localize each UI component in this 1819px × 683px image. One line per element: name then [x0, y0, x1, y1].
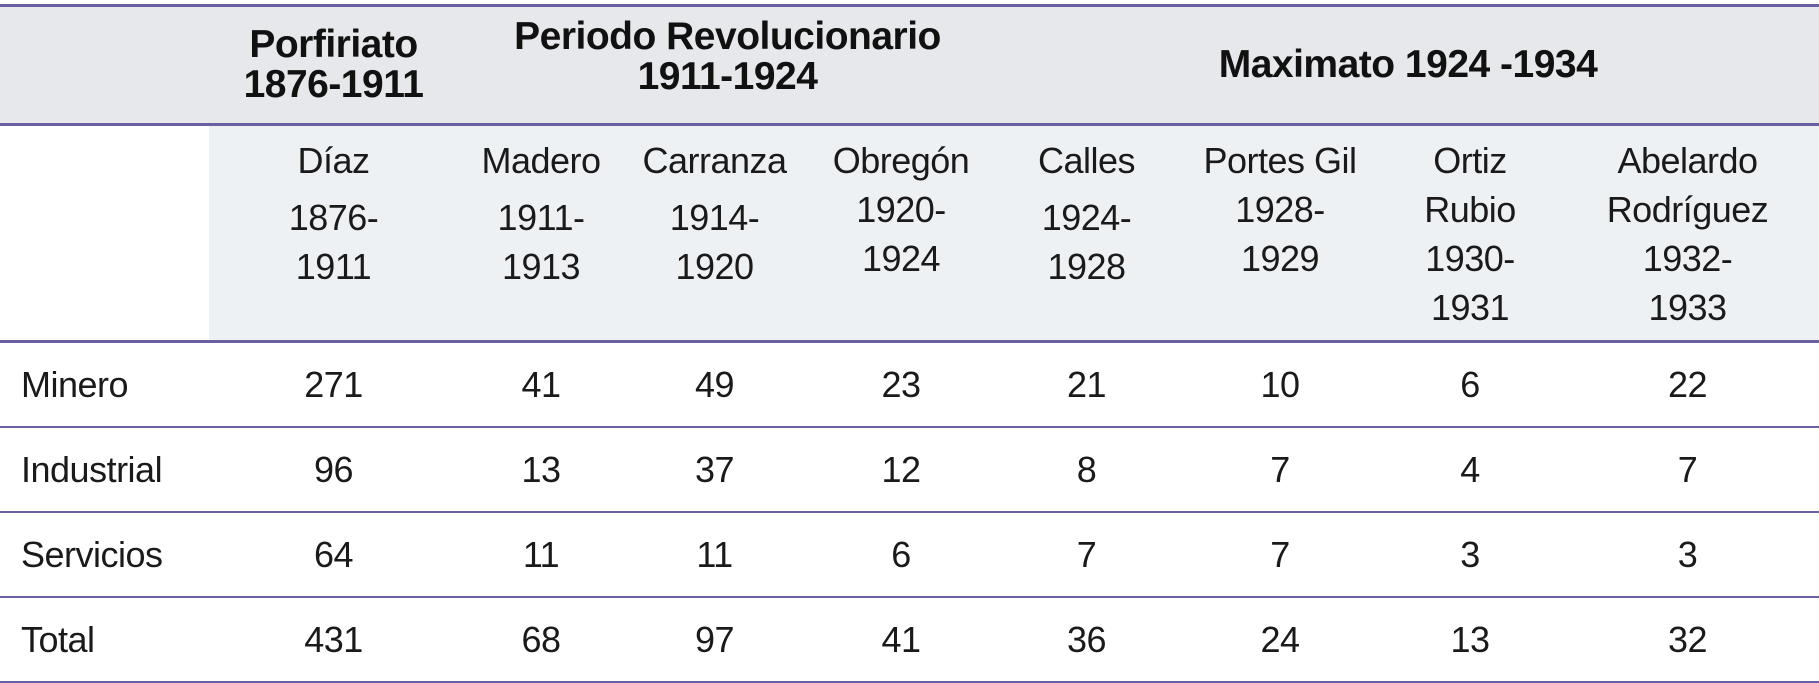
president-years: 1924	[861, 238, 941, 279]
president-header-cell: Abelardo Rodríguez 1932- 1933	[1556, 124, 1819, 342]
president-years: 1929	[1240, 238, 1320, 279]
table-row: Servicios 64 11 11 6 7 7 3 3	[0, 512, 1819, 598]
table-cell: 64	[209, 512, 458, 598]
table-cell: 8	[997, 427, 1176, 513]
president-years: 1930-	[1425, 238, 1515, 279]
president-years: 1914-	[669, 197, 760, 238]
table-cell: 431	[209, 597, 458, 683]
president-years: 1933	[1648, 287, 1727, 328]
table-cell: 24	[1176, 597, 1384, 683]
group-title: Porfiriato	[249, 23, 418, 66]
group-title: Periodo Revolucionario	[514, 15, 941, 58]
president-years: 1931	[1430, 287, 1510, 328]
president-name: Rodríguez	[1606, 189, 1769, 230]
table-cell: 12	[805, 427, 997, 513]
group-header-porfiriato: Porfiriato 1876-1911	[209, 4, 458, 126]
table-cell: 21	[997, 341, 1176, 428]
president-name: Abelardo	[1617, 140, 1758, 181]
table-cell: 4	[1384, 427, 1556, 513]
president-header-cell: Carranza 1914- 1920	[624, 124, 805, 342]
empty-label-cell	[0, 125, 209, 342]
group-header-revolucionario: Periodo Revolucionario 1911-1924	[458, 4, 997, 126]
table-cell: 23	[805, 341, 997, 428]
president-years: 1911-	[497, 197, 585, 238]
president-header-cell: Madero 1911- 1913	[458, 124, 624, 342]
group-years: 1876-1911	[243, 63, 424, 106]
president-name: Madero	[481, 140, 601, 181]
president-header-cell: Calles 1924- 1928	[997, 124, 1176, 342]
table-cell: 7	[997, 512, 1176, 598]
president-years: 1928-	[1235, 189, 1325, 230]
table-cell: 3	[1384, 512, 1556, 598]
table-cell: 37	[624, 427, 805, 513]
table-row: Industrial 96 13 37 12 8 7 4 7	[0, 427, 1819, 513]
president-header-row: Díaz 1876- 1911 Madero 1911- 1913 Carranza 1914…	[0, 124, 1819, 342]
table-cell: 96	[209, 427, 458, 513]
president-name: Rubio	[1424, 189, 1516, 230]
group-title: Maximato 1924 -1934	[1218, 43, 1598, 86]
president-header-cell: Portes Gil 1928- 1929	[1176, 124, 1384, 342]
data-table: Porfiriato 1876-1911 Periodo Revoluciona…	[0, 4, 1819, 683]
table-cell: 41	[458, 341, 624, 428]
table-cell: 97	[624, 597, 805, 683]
president-name: Díaz	[297, 140, 370, 181]
president-years: 1913	[501, 246, 581, 287]
president-years: 1920	[675, 246, 754, 287]
table-cell: 22	[1556, 341, 1819, 428]
row-label: Minero	[0, 341, 209, 428]
president-years: 1920-	[856, 189, 946, 230]
table-cell: 32	[1556, 597, 1819, 683]
president-name: Ortiz	[1433, 140, 1507, 181]
table-cell: 13	[1384, 597, 1556, 683]
president-name: Calles	[1037, 140, 1136, 181]
president-years: 1932-	[1642, 238, 1733, 279]
corner-cell	[0, 4, 209, 126]
group-header-row: Porfiriato 1876-1911 Periodo Revoluciona…	[0, 4, 1819, 126]
table-cell: 41	[805, 597, 997, 683]
table-cell: 271	[209, 341, 458, 428]
table-cell: 36	[997, 597, 1176, 683]
table-cell: 11	[458, 512, 624, 598]
table-row: Minero 271 41 49 23 21 10 6 22	[0, 341, 1819, 428]
table-cell: 7	[1556, 427, 1819, 513]
group-header-maximato: Maximato 1924 -1934	[997, 4, 1819, 126]
president-header-cell: Ortiz Rubio 1930- 1931	[1384, 124, 1556, 342]
row-label: Total	[0, 597, 209, 683]
president-years: 1911	[295, 246, 372, 287]
row-label: Servicios	[0, 512, 209, 598]
table-cell: 11	[624, 512, 805, 598]
president-name: Obregón	[832, 140, 970, 181]
row-label: Industrial	[0, 427, 209, 513]
president-years: 1928	[1047, 246, 1126, 287]
president-header-cell: Obregón 1920- 1924	[805, 124, 997, 342]
group-years: 1911-1924	[637, 55, 818, 98]
table-cell: 7	[1176, 427, 1384, 513]
table-cell: 6	[1384, 341, 1556, 428]
president-name: Portes Gil	[1203, 140, 1357, 181]
table-cell: 49	[624, 341, 805, 428]
table-cell: 10	[1176, 341, 1384, 428]
president-years: 1924-	[1041, 197, 1132, 238]
table-cell: 3	[1556, 512, 1819, 598]
table-cell: 6	[805, 512, 997, 598]
table-cell: 13	[458, 427, 624, 513]
table-row: Total 431 68 97 41 36 24 13 32	[0, 597, 1819, 683]
table-cell: 68	[458, 597, 624, 683]
table-cell: 7	[1176, 512, 1384, 598]
president-header-cell: Díaz 1876- 1911	[209, 124, 458, 342]
president-years: 1876-	[288, 197, 379, 238]
president-name: Carranza	[642, 140, 787, 181]
